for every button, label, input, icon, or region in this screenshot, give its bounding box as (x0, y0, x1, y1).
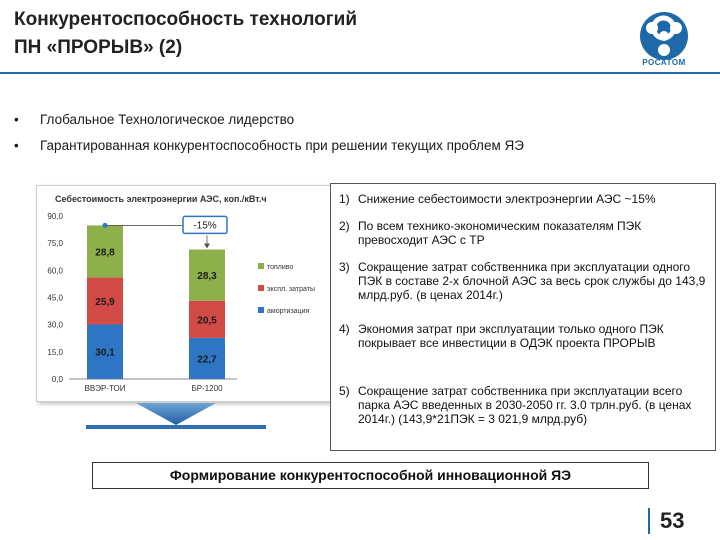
bar-data-label: 25,9 (95, 297, 115, 308)
chart-title: Себестоимость электроэнергии АЭС, коп./к… (55, 194, 267, 204)
bullet-text: Глобальное Технологическое лидерство (40, 112, 295, 127)
reference-point (102, 222, 108, 228)
slide-title-line-2: ПН «ПРОРЫВ» (2) (14, 37, 183, 58)
legend-label: топливо (267, 264, 293, 271)
y-tick-label: 45,0 (47, 294, 63, 303)
bar-data-label: 28,8 (95, 247, 115, 258)
bullet-marker: • (14, 112, 19, 127)
annotation-label: -15% (193, 220, 216, 231)
y-tick-label: 90,0 (47, 212, 63, 221)
advantage-text: По всем технико-экономическим показателя… (358, 219, 642, 247)
advantage-number: 2) (339, 219, 350, 233)
page-number: 53 (660, 508, 685, 533)
advantage-text: Экономия затрат при эксплуатации только … (358, 322, 664, 350)
y-tick-label: 75,0 (47, 239, 63, 248)
bullet-list: • Глобальное Технологическое лидерство •… (14, 110, 704, 162)
bar-segment (87, 225, 123, 278)
down-arrow-icon (86, 403, 266, 429)
bar-data-label: 30,1 (95, 348, 115, 359)
advantage-text: Сокращение затрат собственника при экспл… (358, 384, 692, 426)
bar-segment (87, 277, 123, 325)
legend-swatch (258, 307, 264, 313)
slide-title-line-1: Конкурентоспособность технологий (14, 9, 358, 30)
slide-title: Конкурентоспособность технологий ПН «ПРО… (14, 6, 574, 62)
bar-segment (87, 324, 123, 379)
bar-segment (189, 300, 225, 338)
cost-stacked-bar-chart: Себестоимость электроэнергии АЭС, коп./к… (47, 194, 315, 393)
bar-data-label: 28,3 (197, 271, 217, 282)
advantage-text: Снижение себестоимости электроэнергии АЭ… (358, 192, 656, 206)
logo-text: РОСАТОМ (642, 58, 686, 67)
legend-swatch (258, 263, 264, 269)
rosatom-atom-icon (640, 12, 688, 60)
y-tick-label: 30,0 (47, 321, 63, 330)
bullet-item: • Гарантированная конкурентоспособность … (14, 136, 704, 162)
advantages-panel: 1) Снижение себестоимости электроэнергии… (330, 183, 716, 451)
reduction-arrow-head (204, 243, 210, 249)
cost-chart-panel: Себестоимость электроэнергии АЭС, коп./к… (36, 185, 331, 402)
bar-data-label: 22,7 (197, 354, 217, 365)
bullet-marker: • (14, 138, 19, 153)
advantage-number: 1) (339, 192, 350, 206)
bar-data-label: 20,5 (197, 315, 217, 326)
bullet-item: • Глобальное Технологическое лидерство (14, 110, 704, 136)
conclusion-banner: Формирование конкурентоспособной инновац… (92, 462, 649, 489)
x-tick-label: БР-1200 (191, 384, 223, 393)
title-divider (0, 72, 720, 74)
y-tick-label: 60,0 (47, 266, 63, 275)
legend-label: экспл. затраты (267, 286, 315, 293)
bar-segment (189, 337, 225, 379)
bullet-text: Гарантированная конкурентоспособность пр… (40, 138, 524, 153)
y-tick-label: 0,0 (52, 375, 64, 384)
bar-segment (189, 249, 225, 301)
x-tick-label: ВВЭР-ТОИ (85, 384, 126, 393)
advantage-number: 3) (339, 260, 350, 274)
legend-swatch (258, 285, 264, 291)
y-tick-label: 15,0 (47, 348, 63, 357)
legend-label: амортизация (267, 308, 309, 315)
advantage-number: 4) (339, 322, 350, 336)
advantage-number: 5) (339, 384, 350, 398)
annotation-box (182, 215, 228, 235)
page-number-divider (648, 508, 650, 534)
advantage-text: Сокращение затрат собственника при экспл… (358, 260, 706, 302)
